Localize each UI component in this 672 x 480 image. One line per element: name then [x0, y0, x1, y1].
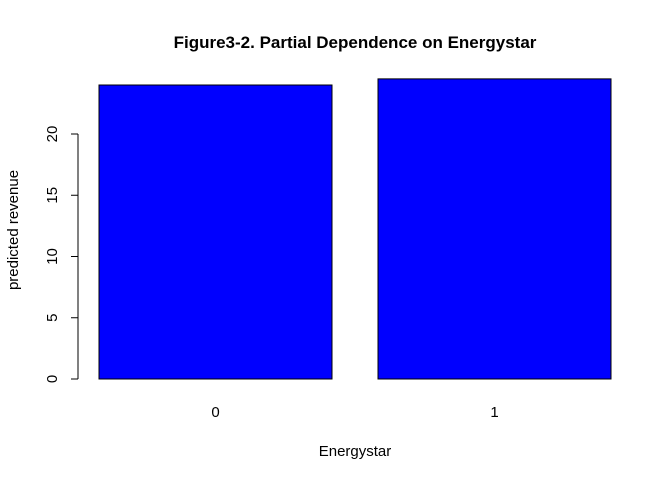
y-axis: 0 5 10 15 20	[44, 126, 79, 383]
y-axis-label: predicted revenue	[5, 170, 22, 290]
bars	[98, 78, 612, 380]
chart-title: Figure3-2. Partial Dependence on Energys…	[174, 33, 537, 52]
y-tick-label: 20	[44, 126, 61, 143]
y-tick-label: 10	[44, 248, 61, 265]
x-axis-label: Energystar	[319, 443, 392, 460]
y-tick-label: 5	[44, 314, 61, 322]
x-tick-label: 1	[490, 404, 498, 421]
bar-1	[377, 78, 612, 380]
bar-0	[98, 84, 333, 380]
x-tick-label: 0	[211, 404, 219, 421]
y-tick-label: 15	[44, 187, 61, 204]
y-tick-label: 0	[44, 375, 61, 383]
